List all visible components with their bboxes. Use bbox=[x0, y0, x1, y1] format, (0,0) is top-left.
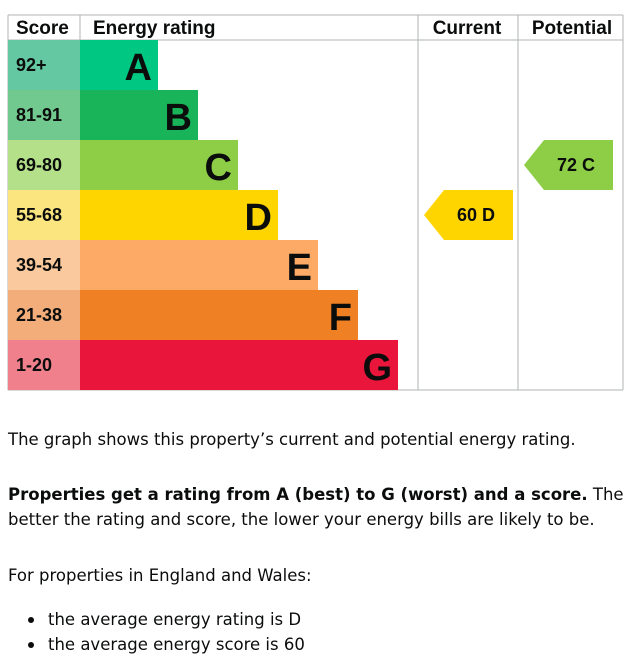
score-cell-d bbox=[8, 190, 80, 240]
score-range-b: 81-91 bbox=[16, 105, 62, 125]
intro-text: The graph shows this property’s current … bbox=[8, 430, 576, 449]
header-energy-rating: Energy rating bbox=[93, 18, 215, 39]
energy-rating-chart: Score Energy rating Current Potential 92… bbox=[7, 14, 624, 391]
score-range-c: 69-80 bbox=[16, 155, 62, 175]
score-cell-b bbox=[8, 90, 80, 140]
chart-headers: Score Energy rating Current Potential bbox=[16, 18, 612, 39]
rating-bar-b bbox=[80, 90, 198, 140]
score-cell-c bbox=[8, 140, 80, 190]
score-cell-f bbox=[8, 290, 80, 340]
score-cell-g bbox=[8, 340, 80, 390]
rating-explanation-bold: Properties get a rating from A (best) to… bbox=[8, 485, 588, 504]
current-rating-arrow bbox=[424, 190, 513, 240]
rating-explanation-rest: The better the rating and score, the low… bbox=[8, 485, 624, 529]
score-range-d: 55-68 bbox=[16, 205, 62, 225]
score-range-a: 92+ bbox=[16, 55, 47, 75]
rating-letter-e: E bbox=[287, 247, 312, 289]
header-potential: Potential bbox=[532, 18, 612, 39]
header-score: Score bbox=[16, 18, 69, 39]
rating-bar-d bbox=[80, 190, 278, 240]
score-range-f: 21-38 bbox=[16, 305, 62, 325]
rating-bar-f bbox=[80, 290, 358, 340]
score-cell-e bbox=[8, 240, 80, 290]
score-range-g: 1-20 bbox=[16, 355, 52, 375]
rating-letter-d: D bbox=[245, 197, 272, 239]
rating-bands: 92+ A 81-91 B 69-80 C 55-68 D 39-54 E 21-38 F 1-20 G bbox=[8, 40, 398, 390]
rating-markers: 60 D 72 C bbox=[424, 140, 613, 240]
rating-bar-e bbox=[80, 240, 318, 290]
header-current: Current bbox=[433, 18, 502, 39]
rating-explanation: Properties get a rating from A (best) to… bbox=[8, 482, 628, 532]
potential-rating-label: 72 C bbox=[557, 155, 595, 175]
potential-rating-arrow bbox=[524, 140, 613, 190]
rating-bar-g bbox=[80, 340, 398, 390]
rating-letter-b: B bbox=[165, 97, 192, 139]
average-list: the average energy rating is D the avera… bbox=[8, 607, 305, 657]
rating-letter-g: G bbox=[362, 347, 392, 389]
rating-bar-a bbox=[80, 40, 158, 90]
current-rating-label: 60 D bbox=[457, 205, 495, 225]
score-cell-a bbox=[8, 40, 80, 90]
rating-bar-c bbox=[80, 140, 238, 190]
rating-letter-a: A bbox=[125, 47, 152, 89]
rating-letter-c: C bbox=[205, 147, 232, 189]
list-item: the average energy rating is D bbox=[8, 607, 305, 632]
england-wales-text: For properties in England and Wales: bbox=[8, 566, 312, 585]
rating-letter-f: F bbox=[329, 297, 352, 339]
score-range-e: 39-54 bbox=[16, 255, 62, 275]
list-item: the average energy score is 60 bbox=[8, 632, 305, 657]
